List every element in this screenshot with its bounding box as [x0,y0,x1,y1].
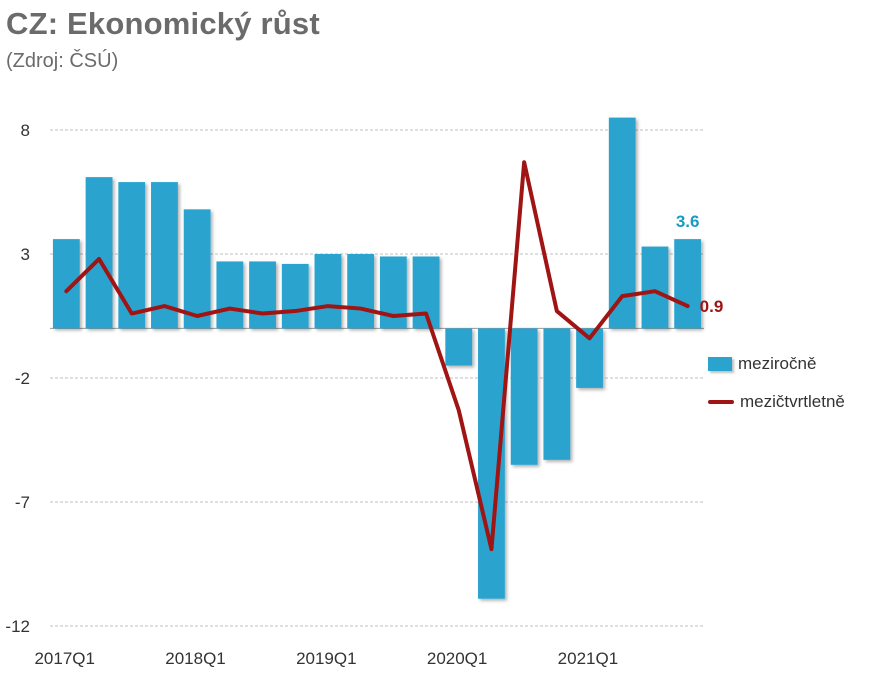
legend-swatch-bar [708,357,732,371]
last-line-label: 0.9 [700,297,724,316]
last-bar-label: 3.6 [676,212,700,231]
bar-2021Q4 [674,239,702,329]
bar-2017Q2 [85,177,113,329]
bar-2020Q1 [445,328,473,366]
legend-item-bar: meziročně [708,352,845,376]
bar-series [52,117,702,599]
y-axis-ticks: 8 3 -2 -7 -12 [5,121,30,636]
bar-2018Q1 [183,209,211,329]
x-tick-label: 2019Q1 [296,649,357,668]
bar-2018Q3 [249,261,276,329]
bar-2017Q4 [151,182,178,329]
legend: meziročně mezičtvrtletně [708,352,845,428]
bar-2020Q3 [510,328,538,465]
bar-2018Q4 [281,263,309,329]
y-tick-label: -7 [15,493,30,512]
data-labels: 3.6 0.9 [676,212,723,316]
bar-2017Q3 [118,182,146,329]
y-tick-label: -2 [15,369,30,388]
x-axis-ticks: 2017Q1 2018Q1 2019Q1 2020Q1 2021Q1 [34,649,618,668]
chart-title: CZ: Ekonomický růst [6,6,320,41]
legend-label-line: mezičtvrtletně [740,392,845,411]
bar-2020Q2 [478,328,505,599]
y-tick-label: 8 [21,121,30,140]
legend-swatch-line [708,400,734,404]
line-mezictvrtletne [64,160,690,552]
chart-subtitle: (Zdroj: ČSÚ) [6,50,119,72]
x-tick-label: 2020Q1 [427,649,488,668]
bar-2020Q4 [543,328,571,460]
y-tick-label: 3 [21,245,30,264]
legend-item-line: mezičtvrtletně [708,390,845,414]
x-tick-label: 2017Q1 [34,649,95,668]
x-tick-label: 2018Q1 [165,649,226,668]
bar-2019Q2 [347,254,375,329]
x-tick-label: 2021Q1 [558,649,619,668]
bar-2021Q3 [641,246,669,329]
legend-label-bar: meziročně [738,354,817,373]
line-series [64,160,690,552]
bar-2019Q1 [314,254,342,329]
gridlines [50,129,704,627]
y-tick-label: -12 [5,617,30,636]
bar-2018Q2 [216,261,244,329]
